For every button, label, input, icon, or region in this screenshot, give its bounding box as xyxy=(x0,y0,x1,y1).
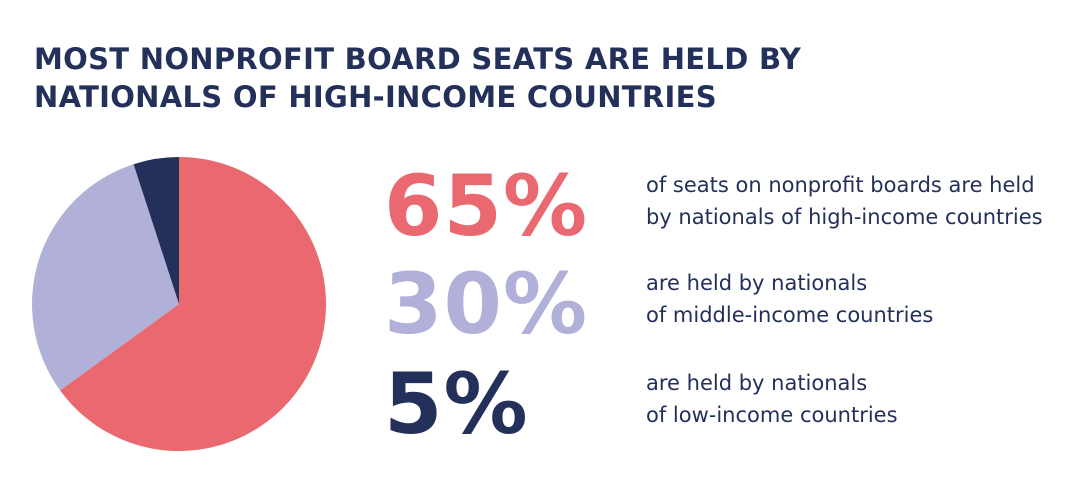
stat-desc-low-line2: of low-income countries xyxy=(646,403,898,427)
stat-desc-middle: are held by nationals of middle-income c… xyxy=(646,267,1076,331)
stat-desc-high-line1: of seats on nonprofit boards are held xyxy=(646,173,1035,197)
chart-title: MOST NONPROFIT BOARD SEATS ARE HELD BY N… xyxy=(34,40,1034,116)
stat-desc-middle-line2: of middle-income countries xyxy=(646,303,934,327)
stat-high-income: 65% of seats on nonprofit boards are hel… xyxy=(384,158,1074,254)
pie-slice-low-income xyxy=(133,157,179,304)
stat-desc-low: are held by nationals of low-income coun… xyxy=(646,367,1076,431)
stat-low-income: 5% are held by nationals of low-income c… xyxy=(384,356,1074,452)
stat-desc-low-line1: are held by nationals xyxy=(646,371,868,395)
chart-title-line1: MOST NONPROFIT BOARD SEATS ARE HELD BY xyxy=(34,42,802,76)
chart-title-line2: NATIONALS OF HIGH-INCOME COUNTRIES xyxy=(34,80,717,114)
stat-value-high: 65% xyxy=(384,157,589,255)
pie-chart xyxy=(31,157,326,451)
stat-value-low: 5% xyxy=(384,355,529,453)
pie-slice-middle-income xyxy=(31,164,180,391)
stat-desc-high: of seats on nonprofit boards are held by… xyxy=(646,169,1076,233)
stat-middle-income: 30% are held by nationals of middle-inco… xyxy=(384,256,1074,352)
stat-desc-high-line2: by nationals of high-income countries xyxy=(646,205,1043,229)
pie-slice-high-income xyxy=(60,157,326,451)
stat-value-middle: 30% xyxy=(384,255,589,353)
stat-desc-middle-line1: are held by nationals xyxy=(646,271,868,295)
